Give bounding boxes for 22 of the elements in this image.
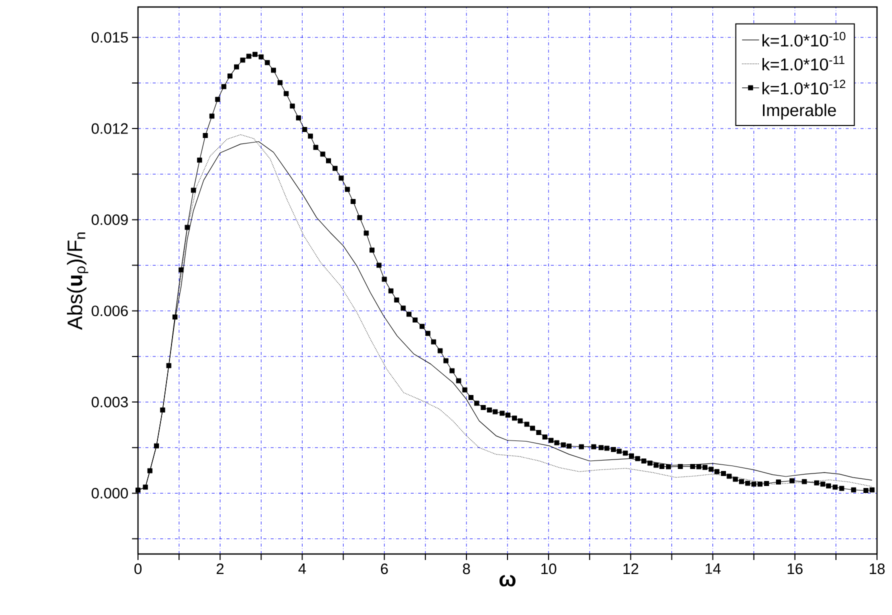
x-tick-label: 12: [624, 564, 638, 574]
y-tick-label: 0.015: [92, 32, 128, 43]
legend-label: k=1.0*10$^{-11}$: [762, 56, 844, 70]
y-tick-label: 0.009: [92, 214, 128, 226]
y-tick-label: 0.006: [92, 306, 128, 316]
x-tick-label: 14: [706, 564, 721, 574]
y-tick-label: 0.012: [92, 123, 128, 134]
annotation: Imperable: [762, 104, 836, 120]
x-axis-title: ω: [499, 574, 516, 586]
x-tick-label: 8: [462, 564, 470, 574]
y-axis-title: Abs(u$_{ρ}$)/F$_{n}$: [66, 232, 88, 330]
x-tick-label: 16: [788, 564, 803, 574]
x-tick-label: 2: [216, 564, 224, 574]
x-tick-label: 10: [541, 564, 556, 574]
legend-label: k=1.0*10$^{-10}$: [762, 32, 846, 47]
x-tick-label: 18: [870, 564, 885, 574]
x-tick-label: 0: [134, 564, 142, 574]
x-tick-label: 6: [380, 564, 388, 574]
x-tick-label: 4: [298, 564, 306, 574]
y-tick-label: 0.003: [92, 396, 128, 408]
y-tick-label: 0.000: [92, 488, 128, 499]
legend-label: k=1.0*10$^{-12}$: [762, 80, 846, 94]
